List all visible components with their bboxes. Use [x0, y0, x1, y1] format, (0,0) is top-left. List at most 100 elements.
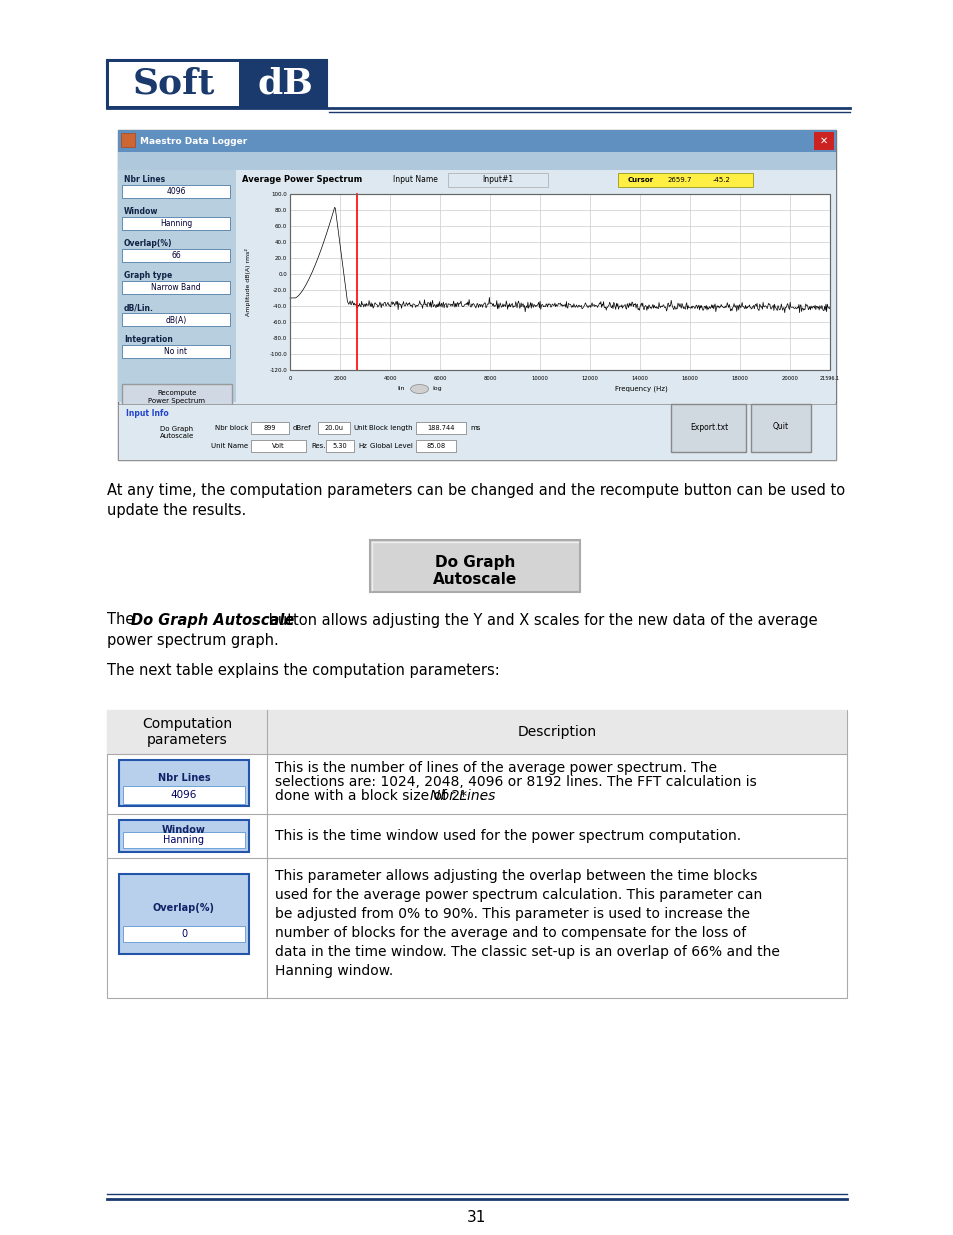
- Text: Block length: Block length: [369, 425, 413, 431]
- Text: ✕: ✕: [819, 136, 827, 146]
- Text: -45.2: -45.2: [712, 177, 730, 183]
- Text: 80.0: 80.0: [274, 207, 287, 212]
- Bar: [118, 152, 835, 170]
- Text: 85.08: 85.08: [426, 443, 445, 450]
- Bar: [416, 440, 456, 452]
- Bar: [107, 710, 846, 755]
- Bar: [290, 194, 829, 370]
- Text: Overlap(%): Overlap(%): [152, 903, 214, 913]
- Text: Input Name: Input Name: [393, 175, 437, 184]
- Bar: [121, 133, 135, 147]
- Text: dBref: dBref: [293, 425, 312, 431]
- Text: be adjusted from 0% to 90%. This parameter is used to increase the: be adjusted from 0% to 90%. This paramet…: [274, 906, 749, 921]
- Ellipse shape: [410, 384, 428, 394]
- Bar: [123, 926, 245, 942]
- Text: power spectrum graph.: power spectrum graph.: [107, 632, 278, 647]
- Text: button allows adjusting the Y and X scales for the new data of the average: button allows adjusting the Y and X scal…: [264, 613, 817, 627]
- Bar: [109, 62, 239, 106]
- Text: -60.0: -60.0: [273, 320, 287, 325]
- Text: Hz: Hz: [357, 443, 367, 450]
- Text: Window: Window: [124, 207, 158, 216]
- Bar: [119, 760, 249, 806]
- Text: 899: 899: [263, 425, 276, 431]
- Text: done with a block size of 2*: done with a block size of 2*: [274, 789, 467, 803]
- Text: 12000: 12000: [581, 375, 598, 382]
- Text: dB(A): dB(A): [165, 315, 187, 325]
- Text: 4000: 4000: [383, 375, 396, 382]
- Bar: [416, 422, 465, 433]
- Bar: [122, 185, 230, 198]
- Bar: [237, 170, 835, 190]
- Bar: [118, 170, 235, 403]
- Text: log: log: [433, 387, 442, 391]
- Text: Unit Name: Unit Name: [211, 443, 248, 450]
- Bar: [122, 345, 230, 358]
- Text: At any time, the computation parameters can be changed and the recompute button : At any time, the computation parameters …: [107, 483, 844, 498]
- Text: 20.0: 20.0: [274, 256, 287, 261]
- Text: Volt: Volt: [272, 443, 285, 450]
- Text: Global Level: Global Level: [370, 443, 413, 450]
- Text: No int: No int: [164, 347, 188, 357]
- Text: Hanning: Hanning: [160, 220, 192, 228]
- Text: Res.: Res.: [311, 443, 325, 450]
- Text: 40.0: 40.0: [274, 240, 287, 245]
- Bar: [122, 384, 232, 410]
- Text: Narrow Band: Narrow Band: [151, 284, 200, 293]
- Text: Input Info: Input Info: [126, 410, 169, 419]
- Text: Frequency (Hz): Frequency (Hz): [614, 387, 667, 393]
- Text: 5.30: 5.30: [333, 443, 347, 450]
- Bar: [122, 420, 232, 446]
- Bar: [237, 170, 835, 403]
- Text: ms: ms: [470, 425, 480, 431]
- Bar: [122, 249, 230, 262]
- Bar: [119, 820, 249, 852]
- Text: 4096: 4096: [171, 790, 197, 800]
- Text: used for the average power spectrum calculation. This parameter can: used for the average power spectrum calc…: [274, 888, 761, 902]
- Text: Computation
parameters: Computation parameters: [142, 716, 232, 747]
- Text: Nbr Lines: Nbr Lines: [430, 789, 496, 803]
- Text: dB/Lin.: dB/Lin.: [124, 304, 153, 312]
- Bar: [118, 404, 835, 459]
- Bar: [317, 422, 350, 433]
- Text: Input#1: Input#1: [482, 175, 513, 184]
- Bar: [118, 130, 835, 152]
- Text: -80.0: -80.0: [273, 336, 287, 341]
- Bar: [119, 874, 249, 953]
- Text: Recompute
Power Spectrum: Recompute Power Spectrum: [149, 390, 205, 404]
- Bar: [618, 173, 752, 186]
- Text: 4096: 4096: [166, 188, 186, 196]
- Text: 6000: 6000: [433, 375, 446, 382]
- Text: Amplitude dB(A) rms²: Amplitude dB(A) rms²: [245, 248, 251, 316]
- Bar: [123, 832, 245, 848]
- Text: 31: 31: [467, 1209, 486, 1224]
- Bar: [107, 710, 846, 998]
- Bar: [251, 440, 306, 452]
- Bar: [370, 540, 579, 592]
- Text: Hanning window.: Hanning window.: [274, 965, 393, 978]
- Text: 8000: 8000: [483, 375, 497, 382]
- Text: 21596.1: 21596.1: [819, 375, 840, 382]
- Bar: [326, 440, 354, 452]
- Text: Integration: Integration: [124, 336, 172, 345]
- Text: This is the number of lines of the average power spectrum. The: This is the number of lines of the avera…: [274, 761, 717, 776]
- Bar: [122, 217, 230, 230]
- Text: 0: 0: [288, 375, 292, 382]
- Bar: [122, 312, 230, 326]
- Text: Soft: Soft: [132, 67, 215, 101]
- Text: 14000: 14000: [631, 375, 648, 382]
- Bar: [251, 422, 289, 433]
- Text: Nbr Lines: Nbr Lines: [157, 773, 210, 783]
- Bar: [122, 282, 230, 294]
- Text: Do Graph: Do Graph: [435, 555, 515, 569]
- Text: -100.0: -100.0: [269, 352, 287, 357]
- Text: 188.744: 188.744: [427, 425, 455, 431]
- Text: 60.0: 60.0: [274, 224, 287, 228]
- Text: update the results.: update the results.: [107, 503, 246, 517]
- Text: Unit: Unit: [353, 425, 367, 431]
- Bar: [750, 404, 810, 452]
- Text: -20.0: -20.0: [273, 288, 287, 293]
- Text: Nbr Lines: Nbr Lines: [124, 175, 165, 184]
- Text: Nbr block: Nbr block: [214, 425, 248, 431]
- Text: The: The: [107, 613, 139, 627]
- Text: selections are: 1024, 2048, 4096 or 8192 lines. The FFT calculation is: selections are: 1024, 2048, 4096 or 8192…: [274, 776, 756, 789]
